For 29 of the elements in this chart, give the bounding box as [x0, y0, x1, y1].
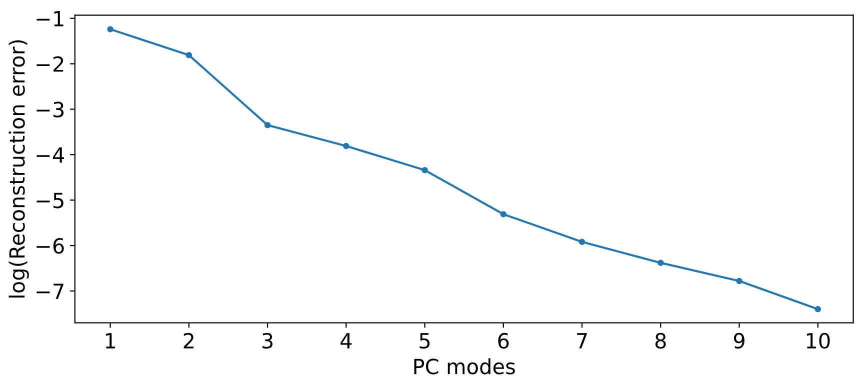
x-tick-label: 6: [498, 332, 509, 349]
point: [658, 260, 664, 266]
y-tick-label: −6: [36, 238, 64, 254]
x-tick-label: 4: [340, 333, 352, 348]
x-tick-label: 9: [734, 332, 744, 349]
point: [343, 142, 350, 150]
x-tick-label: 7: [577, 333, 587, 348]
point: [578, 238, 586, 246]
point: [422, 166, 428, 174]
x-tick-label: 8: [655, 332, 666, 349]
y-tick-label: −1: [36, 11, 64, 26]
y-tick-label: −4: [36, 147, 64, 163]
y-tick-label: −5: [36, 192, 64, 208]
x-axis-title: PC modes: [414, 358, 515, 374]
x-tick-label: 3: [262, 332, 272, 349]
x-tick-label: 5: [420, 333, 430, 349]
point: [186, 52, 192, 58]
x-tick-label: 1: [106, 333, 115, 348]
x-tick-label: 10: [806, 332, 830, 349]
point: [264, 122, 271, 128]
y-tick-label: −7: [36, 284, 64, 299]
y-tick-label: −2: [36, 56, 64, 72]
point: [814, 306, 821, 312]
x-tick-label: 2: [184, 332, 194, 348]
y-axis-title: log(Reconstruction error): [8, 40, 29, 298]
point: [107, 26, 114, 32]
point: [500, 211, 507, 218]
y-tick-label: −3: [36, 102, 64, 118]
point: [736, 278, 742, 284]
